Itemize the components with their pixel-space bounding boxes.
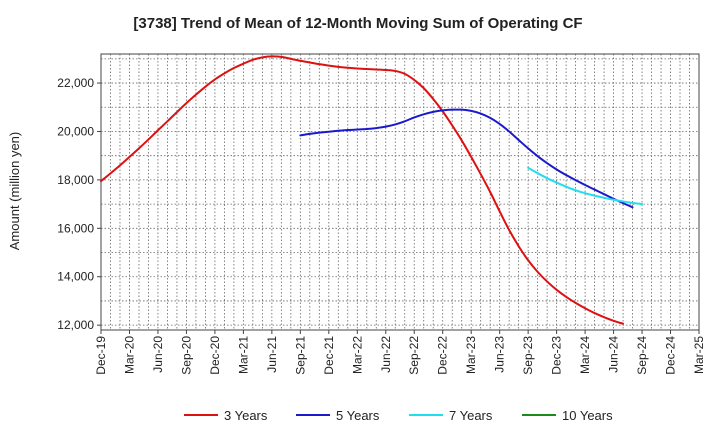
y-axis: 12,000 14,000 16,000 18,000 20,000 22,000 — [57, 76, 101, 332]
x-tick-label: Dec-19 — [94, 336, 108, 375]
x-tick-label: Sep-23 — [521, 336, 535, 375]
x-tick-label: Jun-24 — [607, 336, 621, 373]
x-tick-label: Mar-25 — [692, 336, 706, 374]
series-line-5-years — [299, 108, 634, 209]
legend: 3 Years 5 Years 7 Years 10 Years — [184, 408, 613, 423]
x-tick-label: Jun-23 — [493, 336, 507, 373]
y-tick-label: 14,000 — [57, 270, 94, 284]
x-tick-label: Dec-24 — [664, 336, 678, 375]
x-tick-label: Mar-23 — [464, 336, 478, 374]
x-tick-label: Mar-22 — [350, 336, 364, 374]
x-tick-label: Mar-24 — [578, 336, 592, 374]
x-tick-label: Jun-21 — [265, 336, 279, 373]
x-tick-label: Sep-20 — [179, 336, 193, 375]
legend-label-7-years: 7 Years — [449, 408, 493, 423]
legend-label-5-years: 5 Years — [336, 408, 380, 423]
x-tick-label: Dec-21 — [322, 336, 336, 375]
y-tick-label: 16,000 — [57, 221, 94, 235]
x-tick-label: Dec-22 — [436, 336, 450, 375]
x-tick-label: Jun-22 — [379, 336, 393, 373]
plot-area — [101, 54, 699, 330]
x-tick-label: Sep-21 — [293, 336, 307, 375]
x-tick-label: Sep-24 — [635, 336, 649, 375]
y-tick-label: 22,000 — [57, 76, 94, 90]
grid-lines — [100, 53, 700, 331]
plot-frame — [100, 53, 700, 331]
y-tick-label: 12,000 — [57, 318, 94, 332]
y-axis-label: Amount (million yen) — [7, 132, 22, 251]
series-layer — [100, 55, 644, 325]
y-tick-label: 18,000 — [57, 173, 94, 187]
y-tick-label: 20,000 — [57, 124, 94, 138]
x-tick-label: Mar-20 — [122, 336, 136, 374]
x-tick-label: Sep-22 — [407, 336, 421, 375]
legend-label-10-years: 10 Years — [562, 408, 613, 423]
plot-background — [101, 54, 699, 330]
x-tick-label: Jun-20 — [151, 336, 165, 373]
x-tick-label: Mar-21 — [236, 336, 250, 374]
x-axis: Dec-19 Mar-20 Jun-20 Sep-20 Dec-20 Mar-21 Jun-… — [94, 330, 706, 375]
x-tick-label: Dec-20 — [208, 336, 222, 375]
series-line-3-years — [100, 55, 625, 325]
x-tick-label: Dec-23 — [550, 336, 564, 375]
chart-title: [3738] Trend of Mean of 12-Month Moving … — [133, 15, 582, 32]
series-line-7-years — [527, 166, 644, 206]
legend-label-3-years: 3 Years — [224, 408, 268, 423]
